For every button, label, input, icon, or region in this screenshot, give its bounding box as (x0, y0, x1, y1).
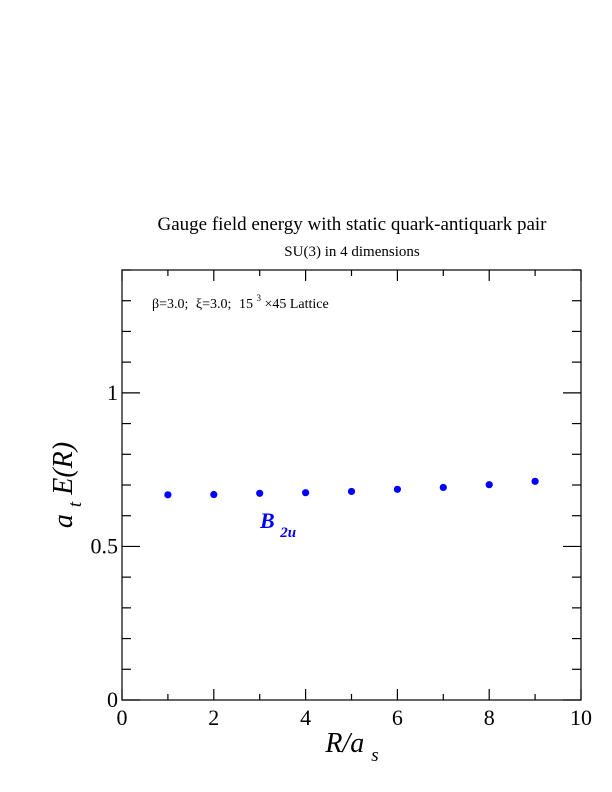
data-point (531, 477, 539, 485)
y-tick-label: 0.5 (91, 533, 119, 558)
lattice-annotation: β=3.0; ξ=3.0; 15 3 ×45 Lattice (152, 290, 329, 312)
y-tick-label: 1 (107, 380, 118, 405)
y-axis-label-main: E(R) (48, 442, 79, 496)
data-point (439, 483, 447, 492)
x-tick-label: 0 (117, 705, 128, 730)
x-tick-label: 2 (208, 705, 219, 730)
axis-ticks (121, 269, 582, 701)
chart-subtitle: SU(3) in 4 dimensions (284, 244, 420, 260)
data-point (393, 485, 401, 493)
annotation-lattice-base: 15 (239, 297, 253, 312)
y-axis-label-pre: a (48, 514, 79, 528)
series-label-main: B (259, 508, 275, 533)
annotation-lattice-exp: 3 (256, 293, 261, 303)
x-tick-label: 6 (392, 705, 403, 730)
y-tick-label: 0 (107, 687, 118, 712)
chart-title: Gauge field energy with static quark-ant… (157, 214, 547, 235)
x-axis-label-main: R/a (324, 728, 364, 759)
plot-frame (121, 269, 582, 701)
x-axis-label-sub: s (371, 745, 378, 766)
series-label: B 2u (259, 508, 296, 541)
annotation-lattice-rest: ×45 Lattice (264, 297, 328, 312)
tick-labels: 0 2 4 6 8 10 0 0.5 1 (91, 380, 593, 730)
x-tick-label: 8 (484, 705, 495, 730)
data-point (302, 489, 310, 497)
data-point (210, 490, 218, 499)
series-points (164, 477, 539, 499)
series-label-sub: 2u (279, 525, 296, 541)
x-tick-label: 4 (300, 705, 311, 730)
data-point (485, 481, 493, 489)
data-point (256, 489, 264, 497)
data-point (164, 491, 172, 499)
y-axis-label: a t E(R) (48, 442, 88, 528)
x-axis-label: R/a s (324, 728, 378, 766)
annotation-beta: β=3.0; (152, 297, 188, 312)
y-axis-label-sub: t (65, 501, 86, 507)
annotation-xi: ξ=3.0; (196, 297, 232, 312)
x-tick-label: 10 (570, 705, 592, 730)
data-point (347, 487, 356, 496)
